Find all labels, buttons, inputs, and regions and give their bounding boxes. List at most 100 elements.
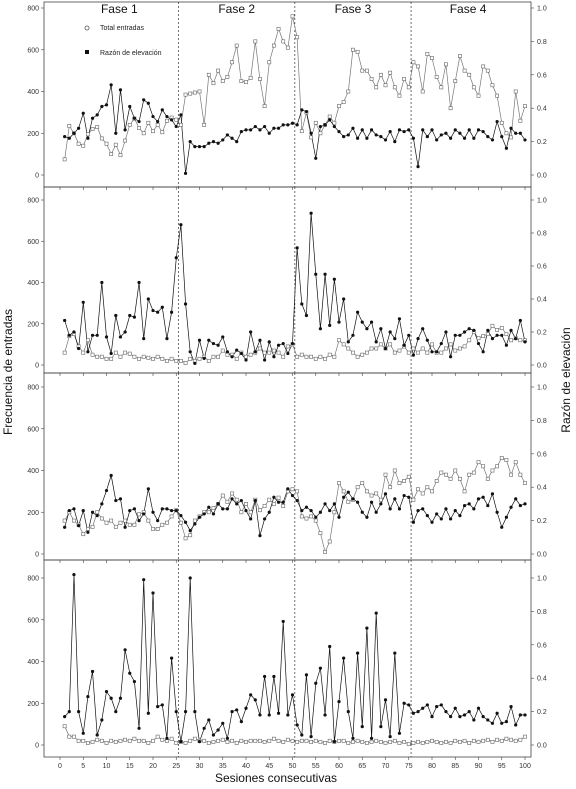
legend-marker-razon-elevacion: [85, 50, 89, 54]
point-total-entradas: [369, 493, 374, 498]
point-razon-elevacion: [174, 124, 178, 129]
point-razon-elevacion: [276, 711, 281, 715]
point-total-entradas: [234, 43, 239, 48]
point-total-entradas: [183, 536, 188, 541]
point-razon-elevacion: [356, 136, 360, 140]
point-razon-elevacion: [323, 272, 327, 276]
point-total-entradas: [453, 79, 458, 83]
point-razon-elevacion: [416, 508, 420, 513]
y-left-tick-label: 200: [27, 131, 39, 138]
point-total-entradas: [383, 472, 388, 477]
point-razon-elevacion: [411, 136, 415, 140]
point-razon-elevacion: [416, 337, 420, 341]
point-razon-elevacion: [500, 333, 504, 337]
point-total-entradas: [309, 739, 314, 744]
point-razon-elevacion: [211, 512, 216, 516]
point-razon-elevacion: [295, 723, 299, 727]
point-total-entradas: [169, 736, 174, 741]
y-left-tick-label: 800: [27, 576, 39, 583]
point-total-entradas: [267, 60, 272, 65]
point-total-entradas: [285, 45, 290, 50]
point-razon-elevacion: [193, 710, 197, 714]
point-total-entradas: [518, 338, 523, 343]
point-total-entradas: [290, 14, 295, 19]
y-left-tick-label: 800: [27, 6, 39, 13]
point-razon-elevacion: [295, 123, 299, 127]
point-razon-elevacion: [332, 740, 336, 744]
point-razon-elevacion: [77, 346, 81, 351]
point-razon-elevacion: [118, 88, 123, 92]
y-right-tick-label: 0.6: [537, 451, 547, 458]
point-razon-elevacion: [379, 134, 383, 139]
point-total-entradas: [457, 739, 462, 744]
point-total-entradas: [253, 738, 258, 743]
point-razon-elevacion: [369, 500, 374, 504]
point-total-entradas: [285, 344, 290, 349]
point-total-entradas: [211, 739, 216, 744]
y-left-tick-label: 800: [27, 198, 39, 205]
point-total-entradas: [95, 125, 100, 129]
point-razon-elevacion: [207, 718, 211, 722]
point-total-entradas: [146, 518, 151, 523]
point-razon-elevacion: [72, 131, 76, 135]
point-razon-elevacion: [170, 310, 174, 314]
point-total-entradas: [364, 489, 369, 494]
point-razon-elevacion: [444, 710, 448, 714]
point-razon-elevacion: [221, 138, 225, 142]
point-razon-elevacion: [486, 503, 490, 508]
point-total-entradas: [406, 85, 411, 90]
point-total-entradas: [141, 131, 146, 136]
point-razon-elevacion: [239, 498, 243, 503]
point-total-entradas: [72, 518, 76, 523]
series-total-entradas-line: [64, 325, 525, 364]
point-total-entradas: [457, 346, 462, 351]
point-total-entradas: [244, 501, 248, 506]
y-right-tick-label: 0.0: [537, 743, 547, 750]
y-left-tick-label: 800: [27, 385, 39, 392]
point-razon-elevacion: [114, 710, 118, 714]
point-razon-elevacion: [146, 101, 150, 105]
y-left-tick-label: 400: [27, 468, 39, 475]
point-razon-elevacion: [128, 671, 132, 675]
point-total-entradas: [462, 738, 467, 743]
point-razon-elevacion: [444, 330, 448, 334]
point-razon-elevacion: [160, 507, 164, 511]
y-right-tick-label: 0.4: [537, 676, 547, 683]
point-total-entradas: [402, 739, 407, 744]
point-total-entradas: [457, 54, 462, 58]
y-left-tick-label: 600: [27, 426, 39, 433]
point-razon-elevacion: [267, 131, 271, 135]
point-razon-elevacion: [90, 116, 95, 120]
point-total-entradas: [467, 741, 472, 745]
y-right-tick-label: 0.8: [537, 39, 547, 46]
point-total-entradas: [411, 741, 416, 745]
point-razon-elevacion: [272, 126, 276, 130]
point-total-entradas: [337, 481, 341, 485]
point-razon-elevacion: [142, 337, 146, 341]
point-razon-elevacion: [63, 715, 67, 719]
point-total-entradas: [309, 135, 314, 140]
point-razon-elevacion: [351, 333, 355, 337]
point-razon-elevacion: [462, 503, 467, 508]
panels: 02004006008000.00.20.40.60.81.0020040060…: [27, 1, 547, 770]
point-razon-elevacion: [467, 710, 471, 714]
point-total-entradas: [188, 91, 193, 96]
point-razon-elevacion: [435, 138, 439, 142]
point-total-entradas: [62, 518, 67, 523]
y-right-tick-label: 0.2: [537, 518, 547, 525]
y-axis-left-label: Frecuencia de entradas: [1, 309, 15, 435]
point-total-entradas: [341, 100, 346, 104]
point-total-entradas: [244, 354, 248, 359]
point-razon-elevacion: [346, 340, 350, 344]
point-razon-elevacion: [407, 333, 411, 337]
point-total-entradas: [81, 350, 86, 355]
point-total-entradas: [392, 468, 397, 473]
point-total-entradas: [281, 39, 286, 44]
point-razon-elevacion: [300, 733, 304, 737]
point-razon-elevacion: [249, 517, 253, 521]
point-razon-elevacion: [351, 497, 355, 501]
point-razon-elevacion: [90, 669, 95, 674]
point-total-entradas: [132, 736, 137, 741]
point-razon-elevacion: [379, 502, 383, 506]
